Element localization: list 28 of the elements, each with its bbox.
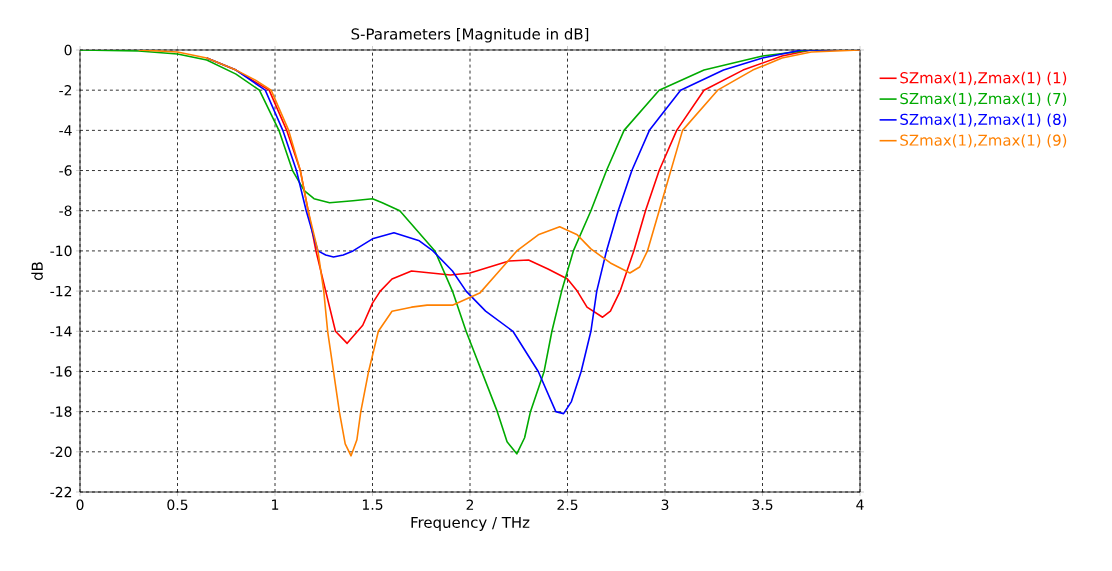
x-tick-label: 0.5 — [167, 499, 188, 511]
y-tick-label: -8 — [59, 205, 72, 217]
y-tick-label: 0 — [64, 44, 72, 56]
y-tick-label: -6 — [59, 165, 72, 176]
y-tick-label: -14 — [50, 326, 72, 337]
chart-title: S-Parameters [Magnitude in dB] — [351, 28, 589, 43]
y-tick-label: -10 — [50, 245, 72, 257]
x-tick-label: 3.5 — [752, 499, 773, 511]
x-tick-label: 1.5 — [362, 499, 383, 510]
legend-label: SZmax(1),Zmax(1) (9) — [900, 134, 1067, 148]
y-tick-label: -2 — [59, 84, 72, 96]
x-tick-label: 2.5 — [557, 499, 578, 511]
x-tick-label: 2 — [466, 499, 474, 510]
legend-label: SZmax(1),Zmax(1) (8) — [900, 113, 1067, 127]
x-tick-label: 0 — [76, 499, 84, 511]
legend-label: SZmax(1),Zmax(1) (7) — [900, 92, 1067, 106]
x-tick-label: 1 — [272, 499, 279, 510]
x-tick-label: 3 — [661, 499, 669, 511]
y-tick-label: -18 — [50, 406, 72, 417]
y-tick-label: -20 — [50, 446, 72, 458]
y-tick-label: -22 — [50, 486, 72, 498]
y-axis-title: dB — [31, 262, 43, 281]
legend-label: SZmax(1),Zmax(1) (1) — [900, 71, 1067, 86]
x-axis-title: Frequency / THz — [411, 516, 530, 531]
y-tick-label: -4 — [59, 125, 72, 136]
y-tick-label: -16 — [50, 366, 72, 377]
x-tick-label: 4 — [856, 499, 864, 510]
y-tick-label: -12 — [50, 285, 72, 297]
